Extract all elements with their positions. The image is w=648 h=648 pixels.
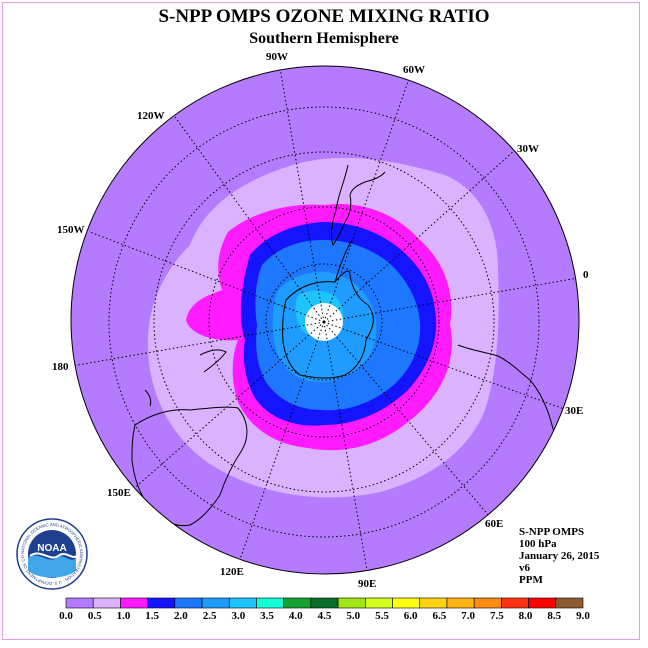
- meridian-150w: [89, 231, 325, 323]
- colorbar-tick-label: 5.5: [375, 610, 389, 622]
- date-label: January 26, 2015: [519, 550, 600, 562]
- colorbar-tick-label: 4.0: [289, 610, 303, 622]
- colorbar-boxes: [65, 597, 584, 609]
- figure-frame: [2, 2, 640, 640]
- meridian-90w: [279, 67, 325, 323]
- new-zealand-coastline: [144, 349, 227, 407]
- colorbar-box-10: [337, 597, 366, 609]
- colorbar-tick-label: 2.0: [174, 610, 188, 622]
- colorbar-box-4: [174, 597, 203, 609]
- meridian-120e: [237, 321, 325, 566]
- colorbar-tick-label: 0.0: [59, 610, 73, 622]
- colorbar-tick-label: 9.0: [576, 610, 590, 622]
- lon-label-180: 180: [52, 361, 69, 373]
- meridian-60w: [323, 75, 411, 323]
- colorbar-tick-label: 4.5: [318, 610, 332, 622]
- colorbar-tick-label: 1.5: [145, 610, 159, 622]
- colorbar-box-14: [446, 597, 475, 609]
- noaa-logo-text: NOAA: [37, 543, 66, 554]
- meridian-150e: [129, 321, 325, 493]
- colorbar-tick-label: 0.5: [88, 610, 102, 622]
- lon-label-120e: 120E: [220, 566, 244, 578]
- colorbar-box-0: [65, 597, 94, 609]
- colorbar-tick-label: 1.0: [117, 610, 131, 622]
- meridian-30e: [323, 321, 568, 411]
- colorbar-box-7: [256, 597, 284, 609]
- lon-label-30e: 30E: [565, 405, 583, 417]
- lon-label-90w: 90W: [266, 51, 288, 63]
- colorbar-box-3: [147, 597, 176, 609]
- antarctica-coastline: [282, 239, 374, 379]
- colorbar-tick-label: 8.5: [547, 610, 561, 622]
- meridian-180: [71, 321, 325, 367]
- lon-label-150w: 150W: [57, 224, 85, 236]
- colorbar-box-6: [228, 597, 257, 609]
- latitude-circle-50s: [208, 206, 440, 438]
- colorbar: 0.0 0.5 1.0 1.5 2.0 2.5 3.0 3.5 4.0 4.5 5.0 5.5 6.0 6…: [59, 597, 590, 622]
- colorbar-tick-label: 7.5: [490, 610, 504, 622]
- map-boundary: [70, 65, 580, 575]
- noaa-logo: NOAA NATIONAL OCEANIC AND ATMOSPHERIC AD…: [16, 518, 88, 590]
- colorbar-box-8: [283, 597, 312, 609]
- latitude-circle-70s: [265, 263, 383, 381]
- lon-label-60e: 60E: [485, 518, 503, 530]
- colorbar-box-16: [501, 597, 529, 609]
- colorbar-box-18: [555, 597, 584, 609]
- colorbar-labels: 0.0 0.5 1.0 1.5 2.0 2.5 3.0 3.5 4.0 4.5 5.0 5.5 6.0 6…: [59, 610, 590, 622]
- graticule: [71, 67, 579, 574]
- colorbar-box-1: [92, 597, 121, 609]
- colorbar-box-13: [419, 597, 448, 609]
- colorbar-box-17: [528, 597, 557, 609]
- map-subtitle: Southern Hemisphere: [249, 30, 399, 47]
- colorbar-box-2: [120, 597, 148, 609]
- latitude-circle-30s: [153, 151, 495, 493]
- latitude-circle-10s: [108, 106, 540, 538]
- colorbar-tick-label: 5.0: [346, 610, 360, 622]
- colorbar-box-15: [473, 597, 502, 609]
- colorbar-tick-label: 6.0: [404, 610, 418, 622]
- lon-label-0: 0: [583, 269, 589, 281]
- south-america-coastline: [331, 164, 386, 247]
- colorbar-box-9: [310, 597, 339, 609]
- colorbar-box-11: [365, 597, 393, 609]
- meridian-30w: [323, 149, 516, 323]
- colorbar-tick-label: 7.0: [461, 610, 475, 622]
- lon-label-120w: 120W: [137, 110, 165, 122]
- units-label: PPM: [519, 574, 543, 586]
- lon-label-60w: 60W: [403, 64, 425, 76]
- lon-label-30w: 30W: [517, 143, 539, 155]
- lon-label-90e: 90E: [358, 578, 376, 590]
- meridian-0: [323, 277, 579, 323]
- colorbar-box-5: [201, 597, 230, 609]
- meridian-60e: [323, 321, 491, 518]
- info-block: S-NPP OMPS 100 hPa January 26, 2015 v6 P…: [519, 526, 599, 586]
- colorbar-box-12: [392, 597, 421, 609]
- version-label: v6: [519, 562, 530, 574]
- australia-coastline: [131, 406, 248, 527]
- pressure-level-label: 100 hPa: [519, 538, 557, 550]
- map-title: S-NPP OMPS OZONE MIXING RATIO: [158, 6, 490, 27]
- instrument-label: S-NPP OMPS: [519, 526, 585, 538]
- colorbar-tick-label: 3.5: [260, 610, 274, 622]
- lon-label-150e: 150E: [107, 487, 131, 499]
- colorbar-tick-label: 2.5: [203, 610, 217, 622]
- meridian-90e: [323, 321, 369, 574]
- colorbar-tick-label: 6.5: [433, 610, 447, 622]
- colorbar-tick-label: 8.0: [519, 610, 533, 622]
- ozone-field: [71, 66, 579, 574]
- colorbar-tick-label: 3.0: [231, 610, 245, 622]
- longitude-labels: 90W 60W 30W 0 30E 60E 90E 120E 150E 180 …: [52, 51, 589, 590]
